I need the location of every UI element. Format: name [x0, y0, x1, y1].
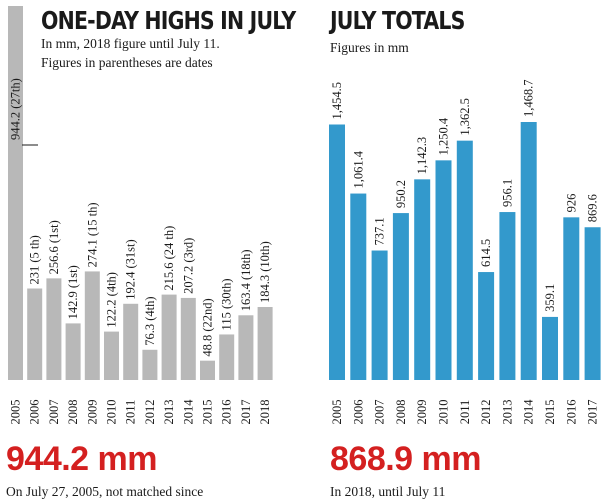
left-bar-2005	[8, 6, 23, 380]
left-chart-title: ONE-DAY HIGHS IN JULY	[41, 6, 296, 35]
left-bar-2010	[104, 331, 119, 380]
left-x-tick-2017: 2017	[239, 400, 253, 425]
right-bar-label-2010: 1,250.4	[437, 117, 451, 155]
right-x-tick-2011: 2011	[458, 400, 472, 425]
right-x-tick-2006: 2006	[351, 400, 365, 425]
left-x-tick-2016: 2016	[220, 400, 234, 425]
left-bar-label-2012: 76.3 (4th)	[143, 296, 157, 345]
right-x-tick-2016: 2016	[564, 400, 578, 425]
left-bar-2012	[142, 349, 158, 380]
right-bar-2015	[542, 316, 558, 380]
right-bar-label-2012: 614.5	[479, 239, 493, 267]
left-bar-label-2008: 142.9 (1st)	[66, 265, 80, 319]
left-bar-label-2017: 163.4 (18th)	[239, 249, 253, 311]
right-bar-2005	[329, 124, 345, 381]
right-bar-label-2014: 1,468.7	[522, 80, 536, 118]
left-highlight-value: 944.2 mm	[6, 440, 158, 478]
right-chart-title: JULY TOTALS	[330, 6, 465, 35]
right-bar-2006	[350, 193, 367, 380]
left-bar-2013	[161, 294, 177, 380]
right-bar-label-2011: 1,362.5	[458, 98, 472, 136]
right-chart-subtitle: Figures in mm	[330, 40, 409, 55]
right-bar-2014	[520, 122, 537, 380]
left-x-tick-2012: 2012	[143, 400, 157, 425]
right-x-tick-2017: 2017	[586, 400, 600, 425]
left-x-tick-2005: 2005	[9, 400, 23, 425]
left-bar-label-2018: 184.3 (10th)	[258, 241, 272, 303]
right-highlight-value: 868.9 mm	[330, 440, 482, 478]
right-x-tick-2014: 2014	[522, 399, 536, 425]
right-bar-label-2009: 1,142.3	[415, 137, 429, 175]
left-bar-label-2013: 215.6 (24 th)	[162, 226, 176, 291]
right-bar-label-2016: 926	[564, 194, 578, 213]
left-x-tick-2009: 2009	[85, 400, 99, 425]
right-bar-label-2017: 869.6	[586, 194, 600, 222]
left-bar-label-2007: 256.6 (1st)	[47, 220, 61, 274]
right-x-tick-2005: 2005	[330, 400, 344, 425]
right-bar-2016	[563, 217, 580, 380]
left-x-tick-2010: 2010	[105, 400, 119, 425]
left-bar-2009	[84, 271, 100, 380]
right-highlight-caption: In 2018, until July 11	[330, 484, 446, 499]
left-bar-2014	[180, 297, 196, 380]
left-chart-subtitle-line1: In mm, 2018 figure until July 11.	[41, 36, 220, 51]
right-bar-2011	[456, 140, 473, 380]
left-bar-2007	[46, 278, 62, 380]
right-x-tick-2010: 2010	[437, 400, 451, 425]
left-x-tick-2007: 2007	[47, 400, 61, 425]
left-x-tick-2011: 2011	[124, 400, 138, 425]
left-x-tick-2006: 2006	[28, 400, 42, 425]
left-x-tick-2013: 2013	[162, 400, 176, 425]
right-bar-label-2005: 1,454.5	[330, 82, 344, 120]
right-x-tick-2007: 2007	[373, 400, 387, 425]
right-bar-2010	[435, 160, 452, 380]
left-bar-label-2016: 115 (30th)	[220, 278, 234, 330]
right-bar-label-2013: 956.1	[500, 179, 514, 207]
left-bar-label-2009: 274.1 (15 th)	[85, 202, 99, 267]
left-bar-2006	[27, 288, 43, 380]
left-bar-2016	[219, 334, 235, 380]
left-bar-label-2015: 48.8 (22nd)	[201, 298, 215, 356]
left-bar-2018	[257, 306, 273, 380]
right-bar-2009	[414, 179, 431, 380]
left-x-tick-2008: 2008	[66, 400, 80, 425]
left-bar-label-2010: 122.2 (4th)	[105, 272, 119, 328]
left-x-tick-2015: 2015	[201, 400, 215, 425]
left-x-tick-2014: 2014	[181, 399, 195, 425]
left-chart-subtitle-line2: Figures in parentheses are dates	[41, 55, 213, 70]
right-x-tick-2013: 2013	[500, 400, 514, 425]
left-bar-2015	[200, 360, 215, 380]
left-bar-2011	[123, 303, 139, 380]
right-bar-2012	[478, 272, 495, 380]
left-bar-2008	[65, 323, 81, 380]
left-bar-label-2014: 207.2 (3rd)	[181, 238, 195, 294]
right-x-tick-2012: 2012	[479, 399, 493, 424]
right-bar-label-2015: 359.1	[543, 284, 557, 312]
left-x-tick-2018: 2018	[258, 400, 272, 425]
right-bar-2013	[499, 212, 516, 380]
right-bar-label-2008: 950.2	[394, 180, 408, 208]
right-x-tick-2008: 2008	[394, 400, 408, 425]
left-bar-2017	[238, 315, 254, 380]
right-bar-label-2006: 1,061.4	[351, 150, 365, 188]
left-highlight-caption: On July 27, 2005, not matched since	[6, 484, 204, 499]
right-bar-label-2007: 737.1	[373, 217, 387, 245]
right-bar-2008	[392, 213, 409, 380]
left-bar-label-2005: 944.2 (27th)	[9, 78, 23, 140]
right-x-tick-2009: 2009	[415, 400, 429, 425]
left-bar-label-2006: 231 (5 th)	[28, 235, 42, 284]
right-x-tick-2015: 2015	[543, 400, 557, 425]
right-bar-2017	[584, 227, 601, 380]
right-bar-2007	[371, 250, 388, 380]
left-bar-label-2011: 192.4 (31st)	[124, 239, 138, 299]
